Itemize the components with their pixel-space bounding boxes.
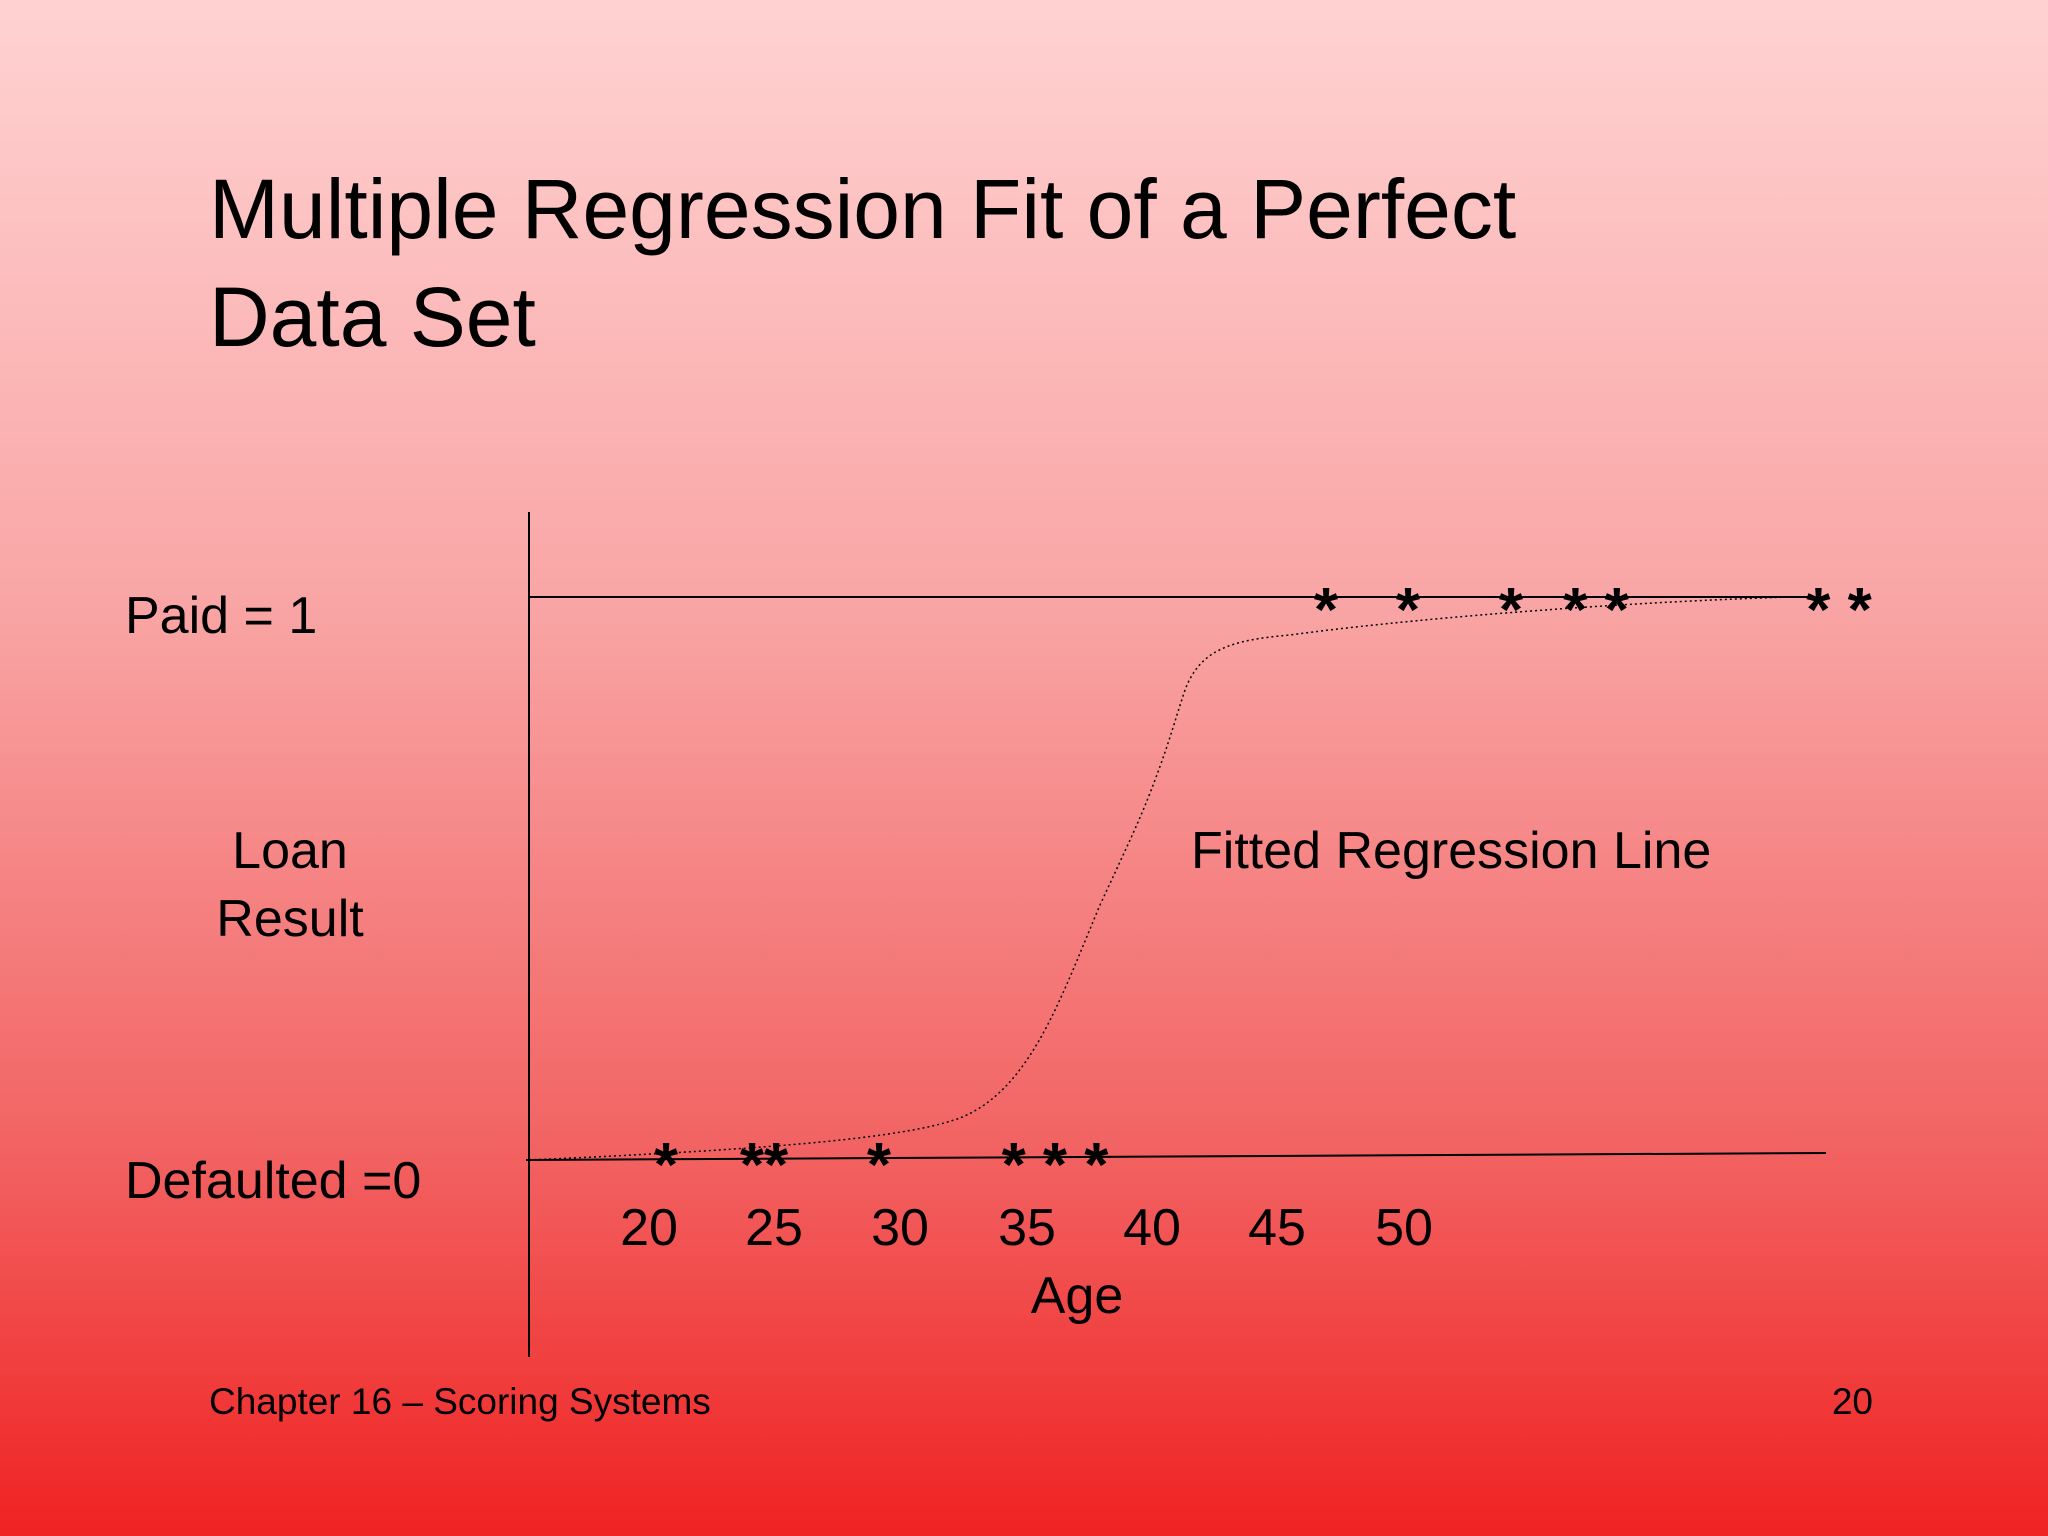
title-line: Multiple Regression Fit of a Perfect — [209, 162, 1516, 256]
title-line: Data Set — [209, 270, 536, 364]
x-tick-label: 30 — [871, 1199, 929, 1257]
footer-left: Chapter 16 – Scoring Systems — [209, 1381, 711, 1422]
star: * — [1396, 576, 1421, 645]
star: * * * — [1002, 1131, 1110, 1200]
x-tick-label: 25 — [745, 1199, 803, 1257]
fitted-curve — [528, 596, 1791, 1161]
y-label: Defaulted =0 — [125, 1152, 421, 1210]
y-label: Paid = 1 — [125, 587, 317, 645]
annotation: Fitted Regression Line — [1191, 822, 1711, 880]
star: * * — [1806, 576, 1872, 645]
y-label: Loan — [232, 822, 348, 880]
star: * — [654, 1131, 679, 1200]
page-number: 20 — [1832, 1381, 1873, 1422]
star: * — [1499, 576, 1524, 645]
x-tick-label: 20 — [620, 1199, 678, 1257]
star: ** — [740, 1131, 789, 1200]
star: * * — [1563, 576, 1629, 645]
x-axis-label: Age — [1031, 1267, 1124, 1325]
x-tick-label: 40 — [1123, 1199, 1181, 1257]
default-line — [525, 1152, 1827, 1161]
x-tick-label: 35 — [998, 1199, 1056, 1257]
x-tick-label: 45 — [1248, 1199, 1306, 1257]
star: * — [867, 1131, 892, 1200]
star: * — [1314, 576, 1339, 645]
y-label: Result — [216, 890, 364, 948]
x-tick-label: 50 — [1375, 1199, 1433, 1257]
